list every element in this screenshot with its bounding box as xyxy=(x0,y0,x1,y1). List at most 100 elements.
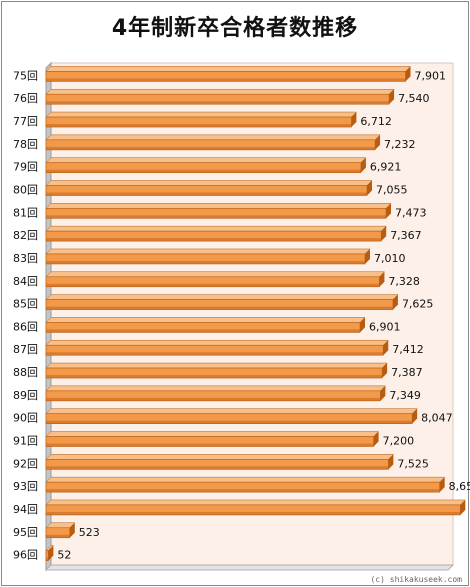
bar-group xyxy=(45,157,367,173)
bar-top-face xyxy=(45,431,380,437)
bar-shade xyxy=(46,534,70,538)
bar-shade xyxy=(46,215,387,219)
bar-group xyxy=(45,339,389,356)
category-label: 83回 xyxy=(13,252,38,265)
bar-group xyxy=(45,111,357,128)
bar-shade xyxy=(46,420,413,424)
category-label: 91回 xyxy=(13,435,38,448)
category-label: 77回 xyxy=(13,115,38,128)
value-label: 6,712 xyxy=(360,115,392,128)
bar-end-face xyxy=(69,522,75,538)
bar-group xyxy=(45,66,412,82)
bar-end-face xyxy=(381,226,387,242)
bar xyxy=(45,276,380,288)
bar-top-face xyxy=(45,180,373,186)
bar-shade xyxy=(46,466,389,470)
bar-shade xyxy=(46,511,461,515)
bar-end-face xyxy=(360,157,366,173)
bar-shade xyxy=(46,329,360,333)
bar-group xyxy=(45,180,373,196)
value-label: 523 xyxy=(79,526,100,539)
value-label: 7,328 xyxy=(388,275,420,288)
bar-shade xyxy=(46,260,365,264)
bar-end-face xyxy=(364,248,370,264)
bar-shade xyxy=(46,101,390,105)
value-label: 7,367 xyxy=(390,229,422,242)
category-label: 94回 xyxy=(13,503,38,516)
value-label: 52 xyxy=(57,549,71,562)
category-label: 80回 xyxy=(13,184,38,197)
bar-top-face xyxy=(45,203,392,209)
value-label: 8,652 xyxy=(449,480,470,493)
value-label: 7,412 xyxy=(392,343,424,356)
value-label: 7,232 xyxy=(384,138,416,151)
value-label: 7,540 xyxy=(398,92,430,105)
bar xyxy=(45,527,71,539)
bar-group xyxy=(45,225,387,242)
bar-top-face xyxy=(45,454,394,460)
category-label: 90回 xyxy=(13,412,38,425)
bar-top-face xyxy=(45,66,412,72)
category-label: 85回 xyxy=(13,298,38,311)
bar-top-face xyxy=(45,248,371,255)
bar-group xyxy=(45,362,388,379)
bar-group xyxy=(45,294,399,310)
bar-top-face xyxy=(45,134,381,141)
bar xyxy=(45,93,390,105)
bar-end-face xyxy=(460,499,466,515)
bar-group xyxy=(45,431,380,447)
bar xyxy=(45,504,461,516)
bar-shade xyxy=(46,169,361,173)
bar-group xyxy=(45,88,395,105)
bar xyxy=(45,322,361,333)
bar xyxy=(45,208,387,219)
bar-top-face xyxy=(45,362,388,369)
bar xyxy=(45,344,384,356)
bar-group xyxy=(45,317,366,333)
bar-end-face xyxy=(380,385,386,401)
bar-shade xyxy=(46,78,406,82)
bar-top-face xyxy=(45,317,366,323)
plot-floor xyxy=(44,564,455,571)
bar-end-face xyxy=(405,66,411,82)
bar xyxy=(45,299,394,310)
bar xyxy=(45,481,440,493)
value-label: 7,901 xyxy=(414,69,446,82)
value-label: 7,473 xyxy=(395,206,427,219)
bar-top-face xyxy=(45,385,386,392)
bar-shade xyxy=(46,146,376,150)
bar-end-face xyxy=(389,89,395,105)
bar-shade xyxy=(46,443,374,447)
bar-top-face xyxy=(45,225,387,232)
bar-shade xyxy=(46,489,440,493)
category-label: 84回 xyxy=(13,275,38,288)
bar-end-face xyxy=(439,477,445,493)
value-label: 7,525 xyxy=(397,457,429,470)
bar-group xyxy=(45,248,371,265)
bar xyxy=(45,185,368,196)
category-label: 87回 xyxy=(13,343,38,356)
bar-group xyxy=(45,545,54,561)
bar-shade xyxy=(46,124,352,128)
value-label: 7,010 xyxy=(374,252,406,265)
bar-group xyxy=(45,522,76,539)
bar-shade xyxy=(46,375,383,379)
bar-top-face xyxy=(45,339,389,346)
bar xyxy=(45,230,382,242)
value-label: 7,200 xyxy=(383,435,415,448)
bar-top-face xyxy=(45,499,466,506)
bar-end-face xyxy=(359,317,365,333)
category-label: 92回 xyxy=(13,457,38,470)
bar-top-face xyxy=(45,157,367,163)
bar-group xyxy=(45,134,381,151)
bar-group xyxy=(45,385,386,402)
bar-end-face xyxy=(382,363,388,379)
category-label: 86回 xyxy=(13,320,38,333)
bar-group xyxy=(45,499,466,516)
bar-shade xyxy=(46,352,384,356)
category-label: 75回 xyxy=(13,69,38,82)
bar-end-face xyxy=(388,454,394,470)
bar xyxy=(45,253,366,265)
value-label: 6,901 xyxy=(369,320,401,333)
